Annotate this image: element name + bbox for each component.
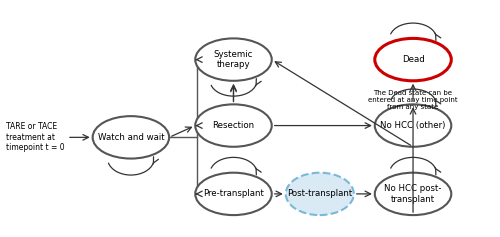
Ellipse shape [196,173,272,215]
Ellipse shape [196,104,272,147]
Text: Pre-transplant: Pre-transplant [203,189,264,198]
Text: No HCC (other): No HCC (other) [380,121,446,130]
Text: The Dead state can be
entered at any time point
from any state: The Dead state can be entered at any tim… [368,90,458,110]
Ellipse shape [375,104,452,147]
Text: Watch and wait: Watch and wait [98,133,164,142]
Text: Systemic
therapy: Systemic therapy [214,50,253,69]
Text: Resection: Resection [212,121,254,130]
Ellipse shape [375,38,452,81]
Ellipse shape [92,116,169,159]
Ellipse shape [196,38,272,81]
Ellipse shape [375,173,452,215]
Text: TARE or TACE
treatment at
timepoint t = 0: TARE or TACE treatment at timepoint t = … [6,123,64,152]
Text: Dead: Dead [402,55,424,64]
Ellipse shape [286,173,354,215]
Text: Post-transplant: Post-transplant [287,189,352,198]
Text: No HCC post-
transplant: No HCC post- transplant [384,184,442,204]
